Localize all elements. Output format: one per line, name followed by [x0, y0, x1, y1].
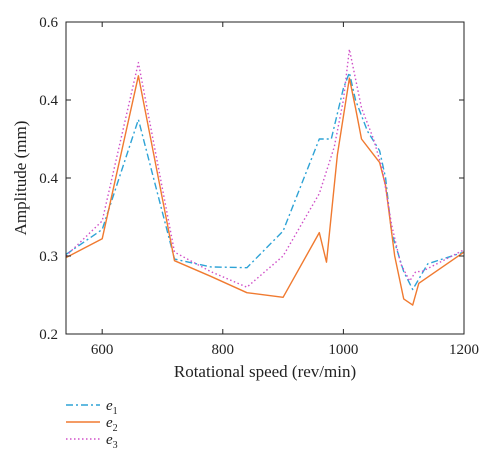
x-tick-label: 600 [91, 342, 114, 358]
legend-label: e2 [106, 415, 118, 434]
legend-item-e1: e1 [66, 398, 118, 417]
series-line-e2 [65, 75, 465, 306]
legend-label: e1 [106, 398, 118, 417]
x-tick-label: 800 [212, 342, 235, 358]
x-tick-label: 1000 [328, 342, 358, 358]
series-line-e1 [65, 72, 465, 291]
series-layer [65, 48, 465, 306]
y-tick-label: 0.4 [39, 93, 58, 109]
y-tick-label: 0.6 [39, 15, 58, 31]
plot-frame [65, 21, 465, 335]
x-tick-label: 1200 [449, 342, 479, 358]
y-axis-title: Amplitude (mm) [11, 121, 30, 236]
x-axis-title: Rotational speed (rev/min) [174, 362, 356, 381]
axis-ticks [66, 21, 465, 335]
y-tick-label: 0.3 [39, 249, 58, 265]
y-tick-label: 0.2 [39, 327, 58, 343]
legend-item-e2: e2 [66, 415, 118, 434]
legend-label: e3 [106, 432, 118, 451]
y-tick-label: 0.4 [39, 171, 58, 187]
tick-labels: 600 800 1000 1200 0.2 0.3 0.4 0.4 0.6 [39, 15, 479, 358]
series-line-e3 [65, 48, 465, 288]
legend-item-e3: e3 [66, 432, 118, 451]
